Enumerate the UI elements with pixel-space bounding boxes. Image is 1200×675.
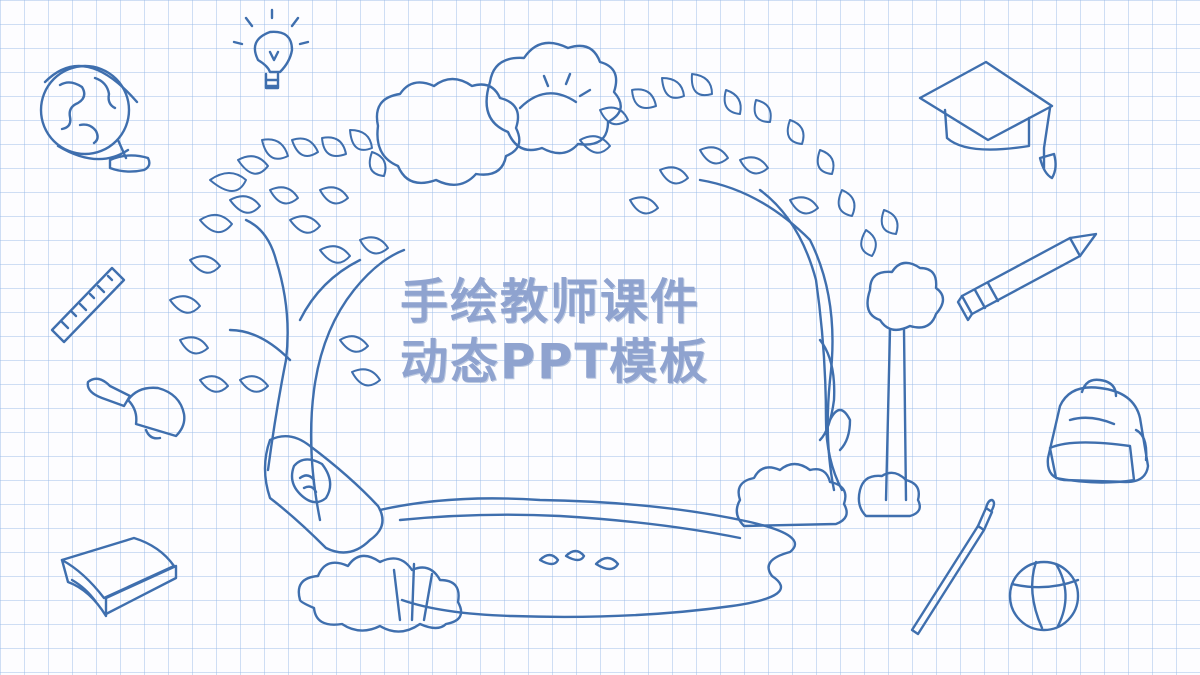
title-line-2: 动态PPT模板	[400, 334, 710, 390]
title-line-1: 手绘教师课件	[400, 274, 701, 330]
backpack-icon	[1048, 380, 1148, 483]
pencil-icon	[958, 234, 1096, 320]
slide-title: 手绘教师课件 动态PPT模板	[400, 272, 800, 392]
paintbrush-icon	[912, 500, 994, 634]
ruler-icon	[52, 268, 124, 342]
lightbulb-icon	[234, 10, 308, 88]
graduation-cap-icon	[920, 62, 1056, 178]
globe-icon	[41, 66, 149, 172]
book-icon	[62, 538, 176, 616]
bell-icon	[88, 379, 185, 439]
tree-frame-illustration	[170, 43, 943, 632]
basketball-icon	[1010, 562, 1078, 630]
